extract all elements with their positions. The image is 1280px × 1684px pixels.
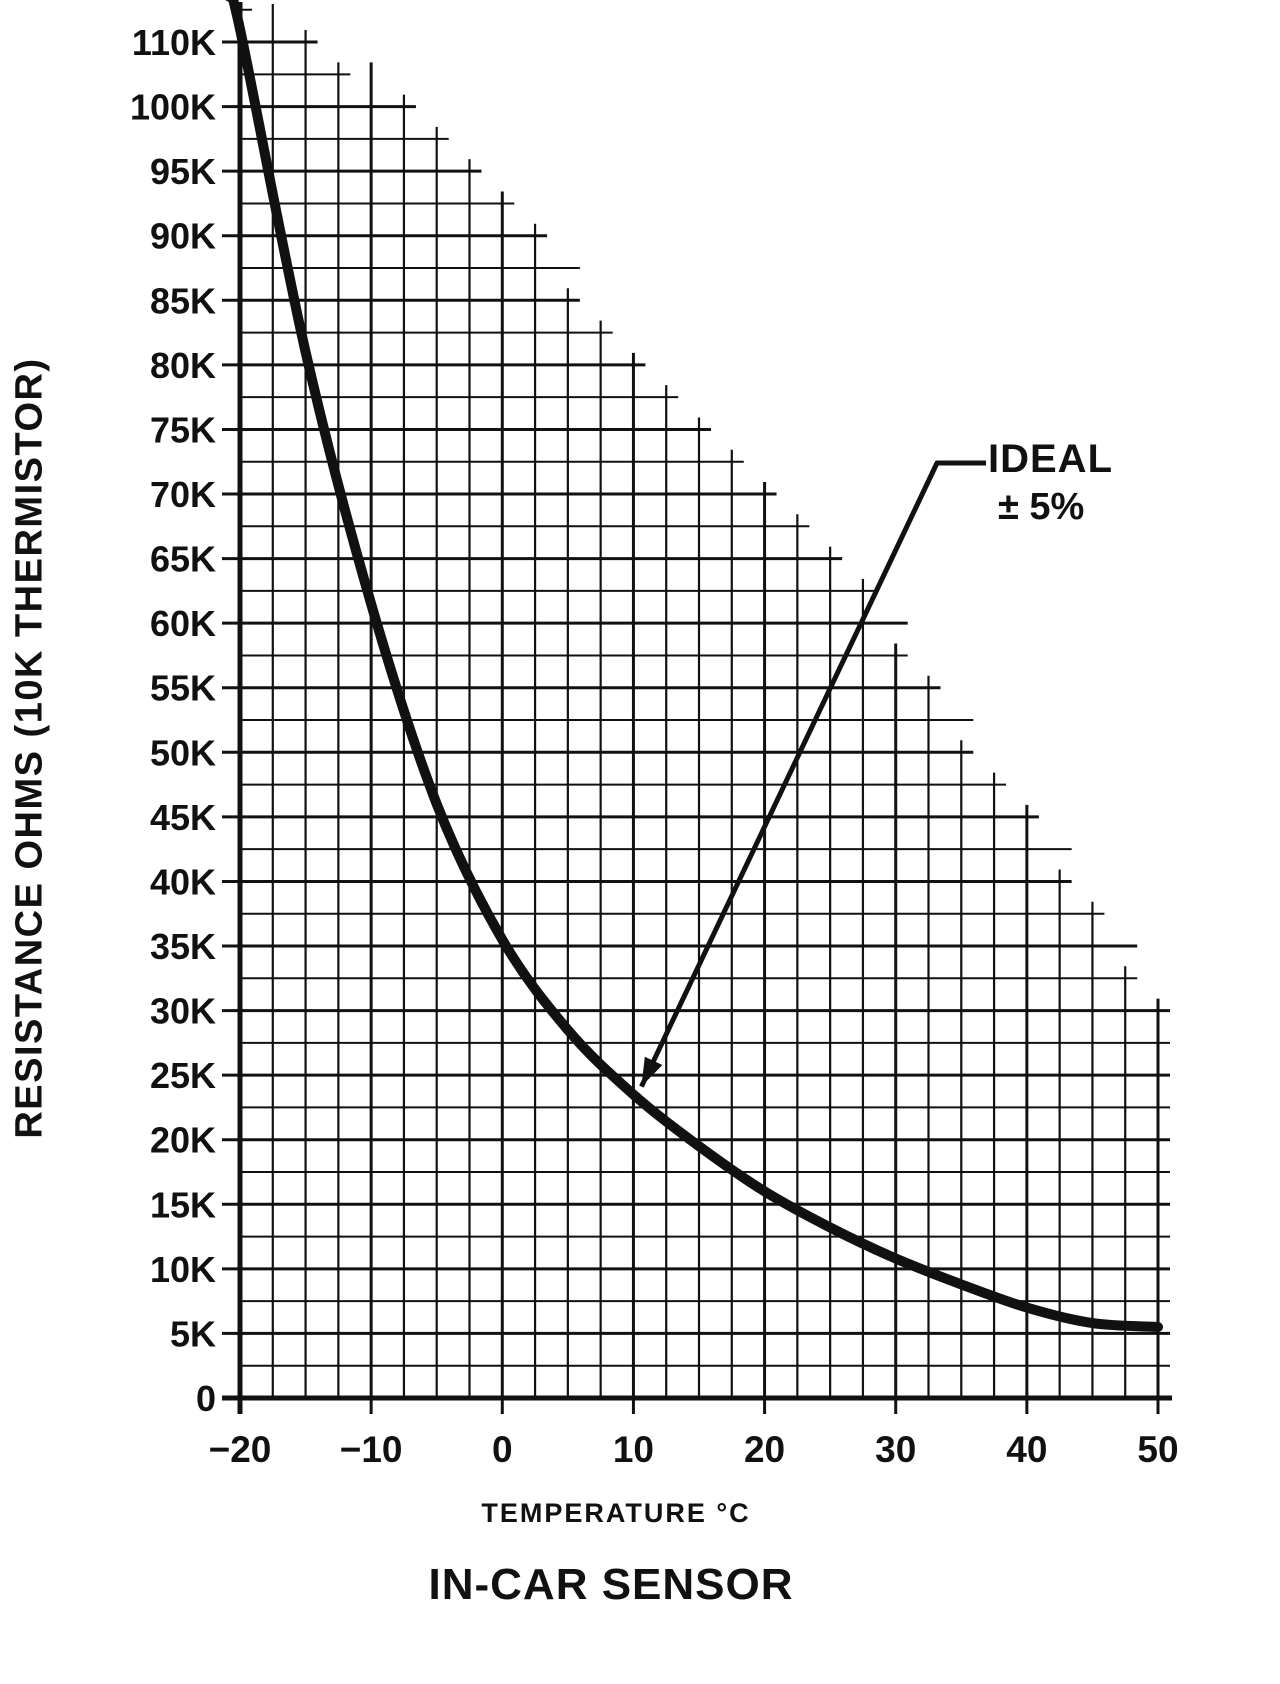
y-tick-label: 50K bbox=[150, 732, 216, 773]
x-tick-label: 0 bbox=[492, 1429, 513, 1470]
x-tick-label: 40 bbox=[1006, 1429, 1047, 1470]
annotation-line2: ± 5% bbox=[998, 486, 1085, 528]
y-tick-label: 85K bbox=[150, 280, 216, 321]
y-tick-label: 75K bbox=[150, 409, 216, 450]
y-tick-label: 70K bbox=[150, 474, 216, 515]
y-tick-label: 80K bbox=[150, 345, 216, 386]
x-tick-label: 10 bbox=[613, 1429, 654, 1470]
annotation-line1: IDEAL bbox=[988, 437, 1113, 481]
y-tick-label: 110K bbox=[132, 22, 216, 63]
y-tick-label: 95K bbox=[150, 151, 216, 192]
resistance-curve bbox=[225, 0, 1163, 1332]
y-tick-label: 10K bbox=[150, 1249, 216, 1290]
annotation-leader-line bbox=[639, 460, 986, 1088]
y-tick-label: 0 bbox=[196, 1378, 216, 1419]
y-tick-label: 65K bbox=[150, 539, 216, 580]
figure-caption: IN-CAR SENSOR bbox=[428, 1560, 794, 1609]
x-tick-label: −20 bbox=[209, 1429, 272, 1470]
y-tick-label: 45K bbox=[150, 797, 216, 838]
y-axis-title: RESISTANCE OHMS (10K THERMISTOR) bbox=[8, 357, 51, 1139]
x-tick-label: 30 bbox=[875, 1429, 916, 1470]
x-tick-label: 20 bbox=[744, 1429, 785, 1470]
y-tick-label: 30K bbox=[150, 991, 216, 1032]
annotation-arrowhead bbox=[641, 1056, 663, 1087]
y-tick-label: 100K bbox=[130, 87, 216, 128]
y-tick-label: 15K bbox=[150, 1184, 216, 1225]
y-tick-label: 25K bbox=[150, 1055, 216, 1096]
y-tick-label: 35K bbox=[150, 926, 216, 967]
y-tick-label: 90K bbox=[150, 216, 216, 257]
y-tick-label: 20K bbox=[150, 1120, 216, 1161]
x-tick-label: −10 bbox=[340, 1429, 403, 1470]
y-tick-label: 55K bbox=[150, 668, 216, 709]
x-axis-title: TEMPERATURE °C bbox=[481, 1498, 751, 1528]
x-tick-label: 50 bbox=[1137, 1429, 1178, 1470]
ideal-tolerance-annotation: IDEAL ± 5% bbox=[988, 436, 1113, 530]
y-tick-label: 60K bbox=[150, 603, 216, 644]
y-tick-label: 5K bbox=[170, 1313, 216, 1354]
y-tick-label: 40K bbox=[150, 861, 216, 902]
